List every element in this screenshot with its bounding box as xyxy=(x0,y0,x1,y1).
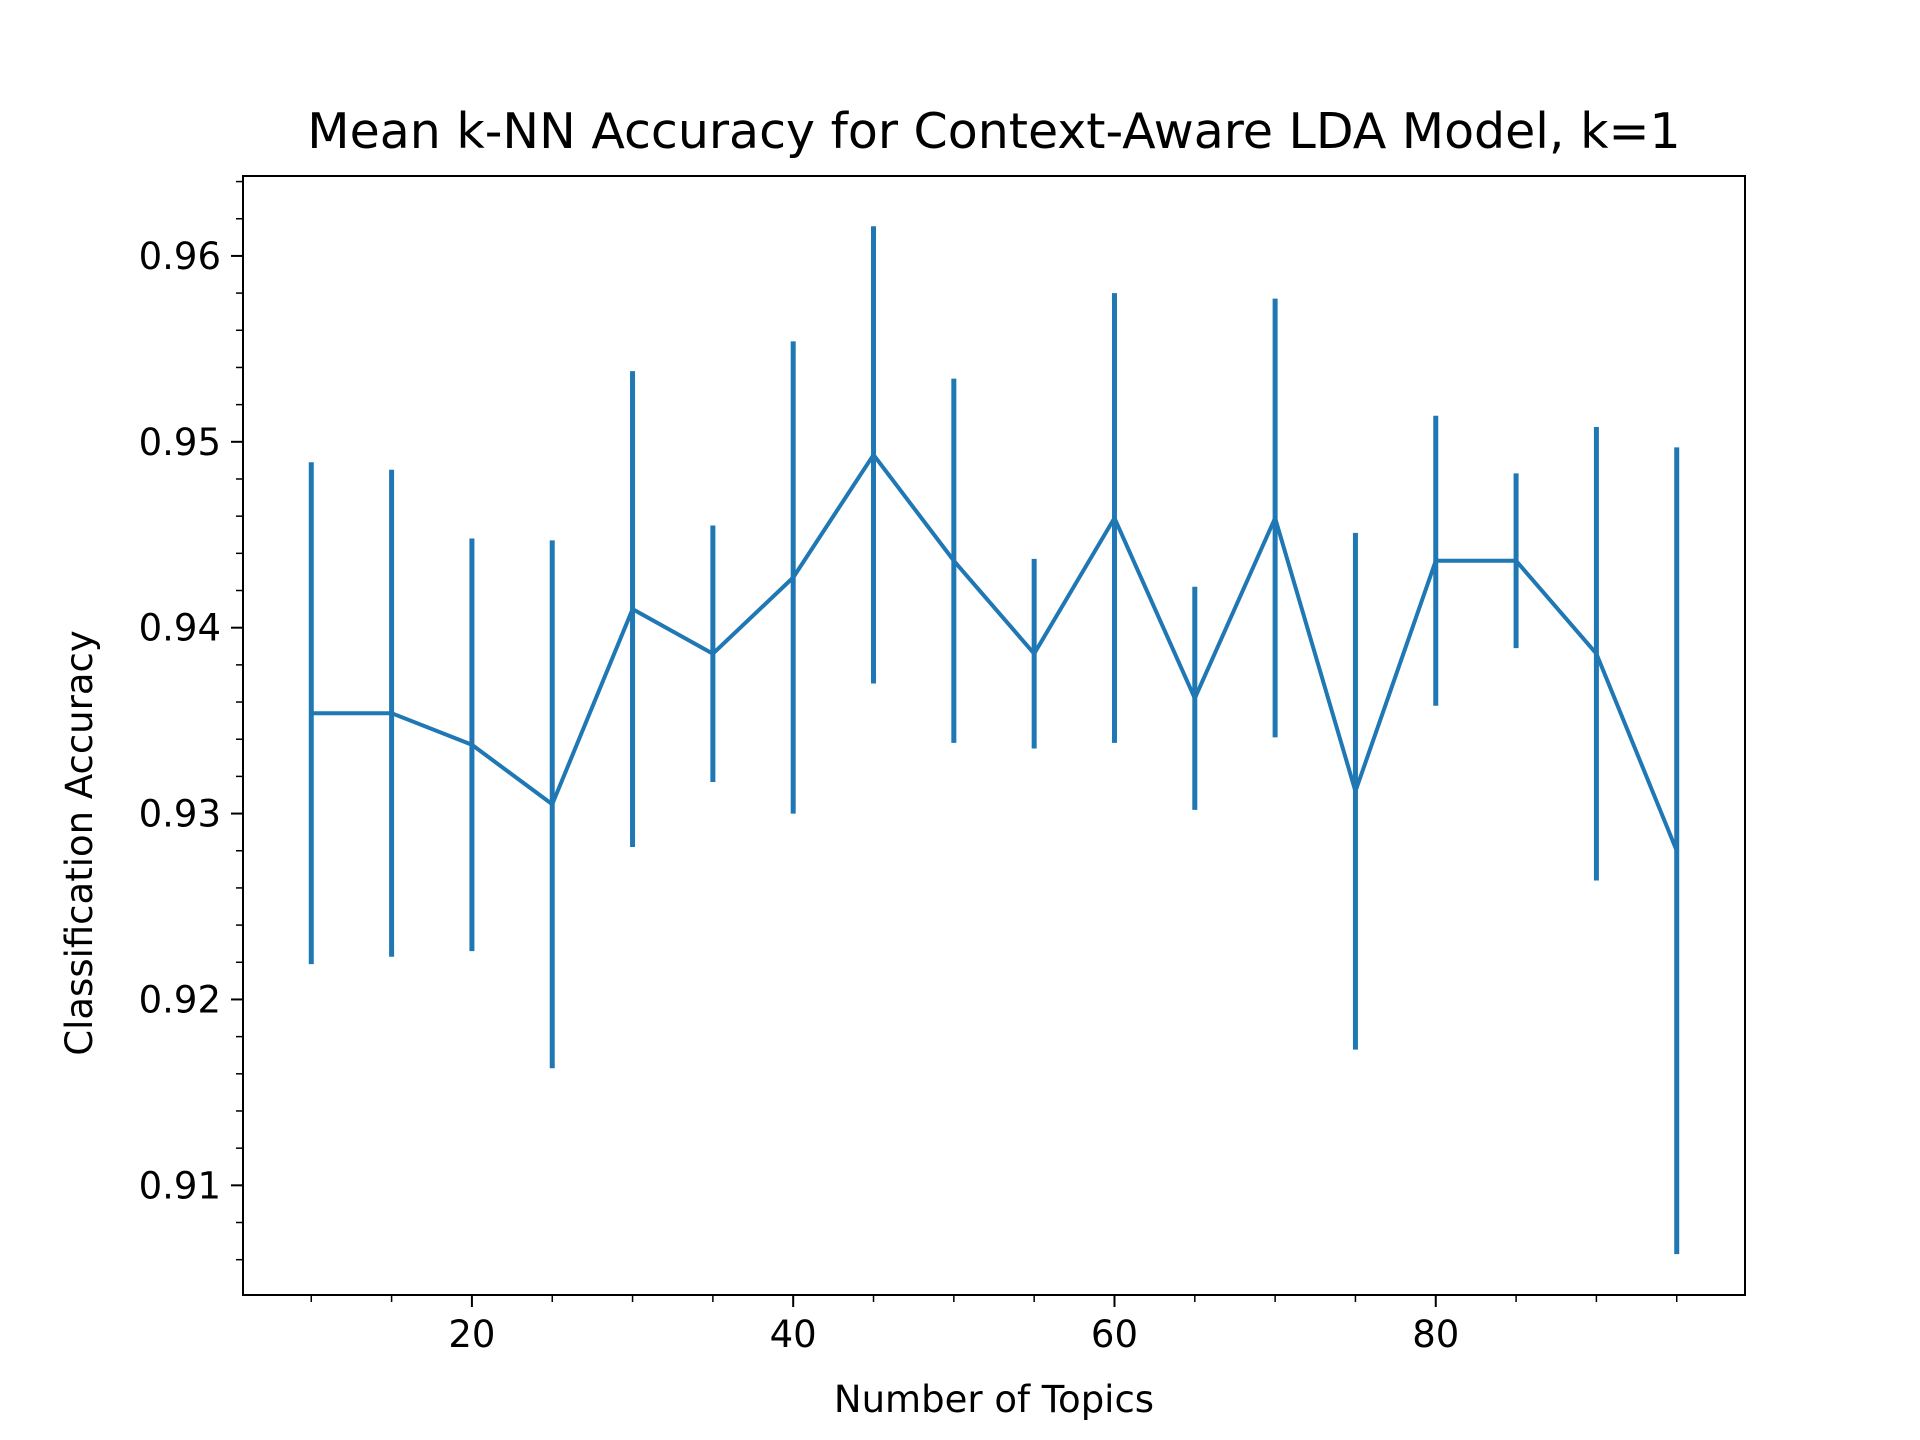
y-tick-label: 0.96 xyxy=(139,235,221,278)
y-tick-label: 0.92 xyxy=(139,978,221,1021)
plot-area xyxy=(308,226,1680,1255)
series-line xyxy=(309,452,1680,854)
x-axis-label: Number of Topics xyxy=(834,1378,1154,1421)
x-tick-label: 20 xyxy=(448,1313,495,1356)
y-tick-label: 0.91 xyxy=(139,1164,221,1207)
axes: 20 40 60 80 0.91 0.92 0.93 0.94 0.95 0.96 xyxy=(139,175,1746,1356)
x-tick-label: 80 xyxy=(1412,1313,1459,1356)
plot-frame xyxy=(242,175,1746,1296)
y-axis-label: Classification Accuracy xyxy=(58,630,101,1056)
x-tick-label: 40 xyxy=(770,1313,817,1356)
y-tick-label: 0.95 xyxy=(139,421,221,464)
chart-title: Mean k-NN Accuracy for Context-Aware LDA… xyxy=(307,103,1680,160)
y-tick-label: 0.94 xyxy=(139,607,221,650)
x-tick-label: 60 xyxy=(1091,1313,1138,1356)
y-tick-label: 0.93 xyxy=(139,793,221,836)
